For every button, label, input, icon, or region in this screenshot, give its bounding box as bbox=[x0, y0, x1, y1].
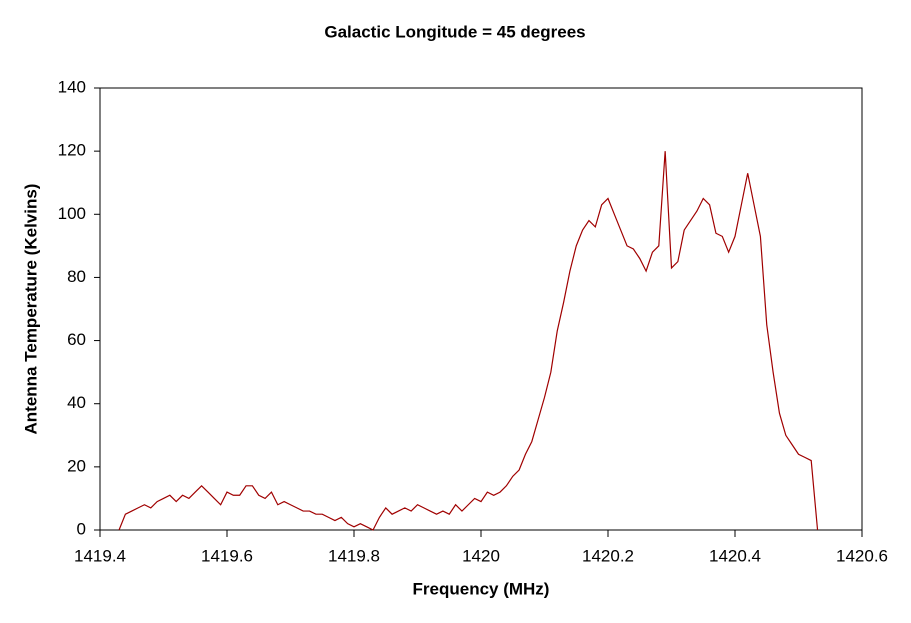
x-axis-label: Frequency (MHz) bbox=[413, 579, 550, 598]
x-tick-label: 1420 bbox=[462, 546, 500, 565]
y-tick-label: 20 bbox=[67, 456, 86, 475]
y-tick-label: 60 bbox=[67, 330, 86, 349]
x-tick-label: 1420.4 bbox=[709, 546, 761, 565]
y-tick-label: 0 bbox=[77, 519, 86, 538]
x-tick-label: 1419.8 bbox=[328, 546, 380, 565]
y-tick-label: 40 bbox=[67, 393, 86, 412]
y-axis-label: Antenna Temperature (Kelvins) bbox=[21, 184, 40, 435]
y-tick-label: 100 bbox=[58, 204, 86, 223]
y-tick-label: 80 bbox=[67, 267, 86, 286]
x-tick-label: 1420.6 bbox=[836, 546, 888, 565]
x-tick-label: 1419.4 bbox=[74, 546, 126, 565]
y-tick-label: 140 bbox=[58, 77, 86, 96]
y-tick-label: 120 bbox=[58, 141, 86, 160]
x-tick-label: 1420.2 bbox=[582, 546, 634, 565]
x-tick-label: 1419.6 bbox=[201, 546, 253, 565]
data-line bbox=[118, 151, 819, 531]
chart-title: Galactic Longitude = 45 degrees bbox=[324, 22, 585, 41]
